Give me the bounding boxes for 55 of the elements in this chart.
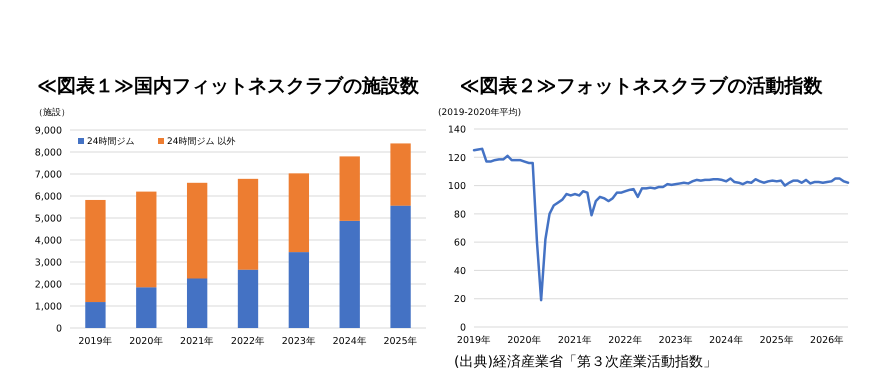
- bar: [288, 252, 310, 328]
- x-tick-label: 2024年: [332, 335, 367, 347]
- bar: [136, 192, 156, 288]
- y-tick-label: 8,000: [34, 148, 62, 158]
- y-tick-label: 6,000: [34, 192, 62, 202]
- y-tick-label: 7,000: [34, 170, 62, 180]
- x-tick-label: 2022年: [230, 335, 266, 347]
- x-tick-label: 2021年: [558, 334, 592, 346]
- y-tick-label: 3,000: [34, 258, 62, 268]
- x-tick-label: 2020年: [507, 334, 542, 346]
- bar: [136, 287, 156, 328]
- y-tick-label: 2,000: [34, 280, 62, 290]
- legend-label: 24時間ジム: [87, 136, 134, 147]
- bar: [390, 143, 411, 206]
- y-tick-label: 140: [448, 124, 466, 136]
- x-tick-label: 2021年: [180, 335, 214, 347]
- bar: [186, 182, 208, 278]
- x-tick-label: 2020年: [129, 335, 164, 347]
- bar: [238, 270, 258, 328]
- x-tick-label: 2023年: [282, 335, 316, 347]
- y-tick-label: 9,000: [34, 126, 62, 136]
- x-tick-label: 2019年: [456, 334, 492, 346]
- x-tick-label: 2026年: [810, 334, 844, 346]
- y-tick-label: 0: [460, 322, 466, 334]
- x-tick-label: 2025年: [760, 334, 794, 346]
- y-tick-label: 100: [448, 181, 466, 192]
- y-tick-label: 0: [56, 324, 62, 334]
- bar: [288, 173, 310, 252]
- line-series: [472, 148, 850, 302]
- bar: [186, 278, 208, 328]
- y-tick-label: 5,000: [34, 214, 62, 224]
- x-tick-label: 2022年: [608, 334, 642, 346]
- chart-title: ≪図表２≫フォットネスクラブの活動指数: [460, 75, 824, 97]
- bar: [340, 156, 360, 221]
- y-axis-title: (2019-2020年平均): [438, 107, 522, 118]
- legend-label: 24時間ジム 以外: [167, 136, 236, 147]
- x-tick-label: 2019年: [78, 335, 113, 347]
- text: (出典)経済産業省「第３次産業活動指数」: [454, 354, 717, 370]
- bar: [340, 220, 360, 328]
- y-tick-label: 4,000: [34, 236, 62, 246]
- bar: [85, 200, 106, 302]
- bar: [390, 206, 411, 328]
- x-tick-label: 2024年: [709, 334, 744, 346]
- y-tick-label: 60: [454, 238, 466, 249]
- x-tick-label: 2025年: [383, 335, 418, 347]
- bar: [85, 302, 106, 328]
- y-tick-label: 20: [454, 294, 466, 306]
- y-tick-label: 120: [448, 152, 466, 164]
- y-axis-title: （施設）: [34, 107, 70, 118]
- y-tick-label: 40: [454, 266, 466, 277]
- y-tick-label: 80: [454, 209, 466, 220]
- chart-title: ≪図表１≫国内フィットネスクラブの施設数: [37, 75, 420, 97]
- bar: [238, 178, 258, 270]
- y-tick-label: 1,000: [34, 302, 62, 312]
- x-tick-label: 2023年: [658, 334, 693, 346]
